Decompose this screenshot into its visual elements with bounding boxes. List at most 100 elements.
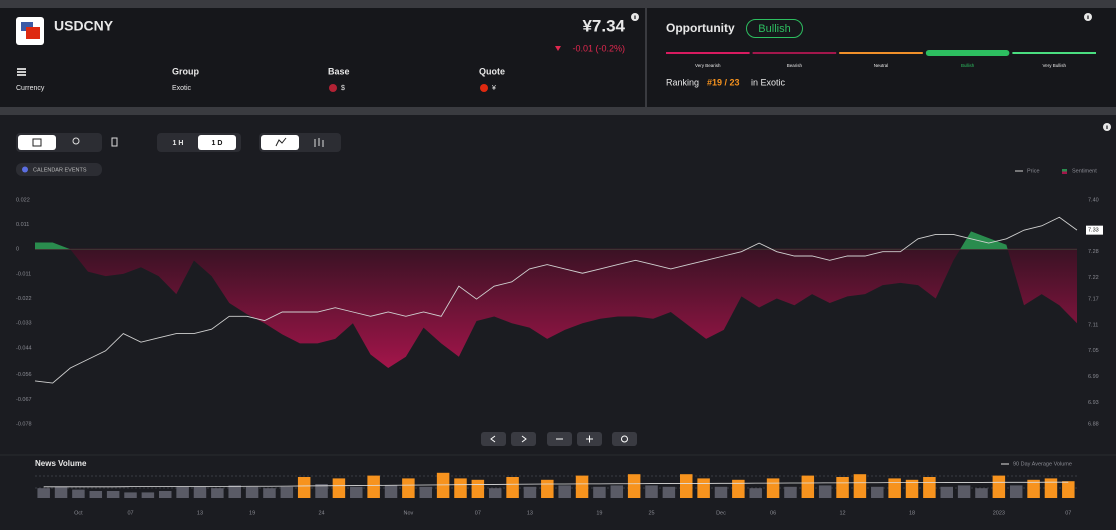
volume-bar <box>714 486 728 498</box>
price-change: -0.01 (-0.2%) <box>572 43 625 53</box>
volume-bar <box>784 486 797 498</box>
chart-type-toggle <box>259 133 341 152</box>
ranking-label: Ranking <box>666 77 699 87</box>
flag-icon <box>16 17 44 45</box>
rating: Bullish <box>758 23 790 35</box>
sentiment-area <box>35 231 1077 368</box>
volume-bar <box>367 475 380 498</box>
y-tick-label: -0.022 <box>16 296 32 302</box>
volume-bar <box>454 478 467 498</box>
volume-bar <box>905 479 919 498</box>
volume-bar <box>228 485 241 498</box>
news-volume-chart: News Volume 90 Day Average Volume Oct 07 13 1… <box>35 459 1077 516</box>
interval[interactable]: 1 D <box>212 140 223 147</box>
ranking-suffix: in Exotic <box>751 77 786 87</box>
volume-bar <box>1009 485 1023 498</box>
y2-tick-label: 7.22 <box>1088 275 1099 281</box>
calendar-button[interactable] <box>18 135 56 150</box>
volume-bar <box>593 486 606 498</box>
volume-bar <box>211 488 224 498</box>
volume-bar <box>923 477 936 498</box>
volume-bar <box>662 486 676 498</box>
volume-bar <box>1044 478 1058 498</box>
x-tick-label: 18 <box>909 510 915 516</box>
doc-button[interactable] <box>111 137 118 147</box>
volume-bar <box>818 485 832 498</box>
area-button[interactable] <box>261 135 299 150</box>
volume-bar <box>1062 481 1075 498</box>
quote: ¥ <box>492 85 496 92</box>
separator <box>0 107 1116 115</box>
group-label: Group <box>172 66 199 76</box>
x-tick-label: 07 <box>1065 510 1071 516</box>
info-icon[interactable] <box>1084 13 1092 21</box>
x-tick-label: 07 <box>127 510 133 516</box>
y-tick-label: -0.067 <box>16 397 32 403</box>
scale-label: Neutral <box>874 63 889 68</box>
pan-right[interactable] <box>511 432 536 446</box>
y-tick-label: 0.011 <box>16 222 29 228</box>
volume-bar <box>384 485 398 498</box>
volume-bar <box>749 488 762 498</box>
x-tick-label: 2023 <box>993 510 1005 516</box>
y2-tick-label: 7.28 <box>1088 249 1099 255</box>
interval[interactable]: 1 H <box>173 140 184 147</box>
volume-bar <box>141 492 155 498</box>
y-tick-label: -0.056 <box>16 372 32 378</box>
currency-icon <box>17 68 26 76</box>
y-tick-label: -0.011 <box>16 271 31 277</box>
volume-bar <box>975 488 988 498</box>
volume-bar <box>871 486 884 498</box>
x-tick-label: 24 <box>318 510 324 516</box>
x-tick-label: 19 <box>249 510 255 516</box>
volume-bar <box>488 488 502 498</box>
volume-bar <box>263 488 276 498</box>
quote-label: Quote <box>479 66 505 76</box>
x-tick-label: 19 <box>596 510 602 516</box>
volume-bar <box>158 491 172 498</box>
volume-bar <box>766 478 780 498</box>
info-icon[interactable] <box>1103 123 1111 131</box>
cn-flag <box>480 84 488 92</box>
chart-title: News Volume <box>35 459 87 468</box>
x-tick-label: 07 <box>475 510 481 516</box>
scale-label: Bullish <box>961 63 975 68</box>
scale-segment <box>666 52 750 54</box>
volume-bar <box>992 475 1006 498</box>
y2-tick-label: 7.05 <box>1088 348 1099 354</box>
asset-type: Currency <box>16 85 45 92</box>
legend-swatch <box>1062 171 1067 174</box>
volume-bar <box>89 491 103 498</box>
volume-bar <box>436 472 450 498</box>
calendar-events-pill[interactable] <box>16 163 102 176</box>
idea-button[interactable] <box>72 137 80 145</box>
volume-bar <box>575 475 589 498</box>
volume-bar <box>350 486 363 498</box>
info-icon[interactable] <box>631 13 639 21</box>
scale-label: Bearish <box>787 63 803 68</box>
volume-bar <box>541 479 554 498</box>
calendar-events[interactable]: CALENDAR EVENTS <box>33 167 87 173</box>
volume-bar <box>627 474 641 498</box>
us-flag <box>329 84 337 92</box>
y-tick-label: 0.022 <box>16 197 30 203</box>
top-strip <box>0 0 1116 8</box>
view-toggle <box>16 133 118 152</box>
y-tick-label: -0.033 <box>16 321 32 327</box>
reset[interactable] <box>612 432 637 446</box>
volume-bar <box>1027 479 1040 498</box>
pan-left[interactable] <box>481 432 506 446</box>
volume-bar <box>37 488 50 498</box>
x-tick-label: 12 <box>839 510 845 516</box>
legend-label: Price <box>1027 168 1040 174</box>
candle-button[interactable] <box>314 138 324 147</box>
interval-selected[interactable] <box>198 135 236 150</box>
rating-scale: Very Bearish Bearish Neutral Bullish Very Bu… <box>666 50 1096 68</box>
opportunity-title: Opportunity <box>666 21 735 35</box>
volume-bar <box>679 474 693 498</box>
y2-tick-label: 7.11 <box>1088 322 1098 328</box>
down-arrow <box>555 46 561 51</box>
volume-bar <box>801 475 815 498</box>
volume-bar <box>697 478 710 498</box>
